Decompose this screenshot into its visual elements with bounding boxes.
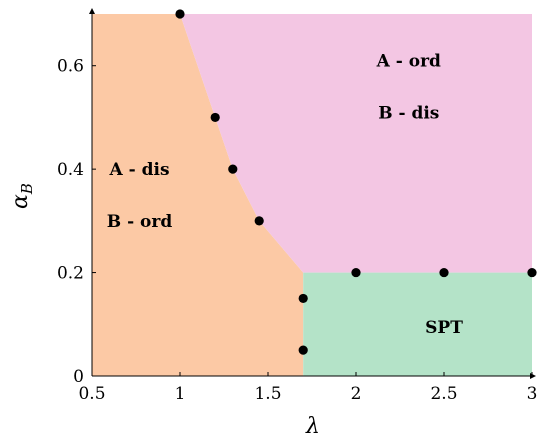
region-label-a-dis-b-ord: A - dis: [109, 160, 170, 180]
y-tick-label: 0: [73, 367, 84, 387]
data-point: [298, 293, 308, 304]
y-axis-label: αB: [8, 183, 36, 209]
data-point: [351, 267, 361, 278]
x-tick-label: 1: [175, 384, 186, 404]
data-point: [298, 345, 308, 355]
y-tick-label: 0.6: [57, 57, 84, 77]
region-label-spt: SPT: [425, 318, 463, 338]
data-point: [175, 9, 185, 19]
y-tick-label: 0.2: [57, 264, 84, 284]
y-tick-label: 0.4: [57, 160, 84, 180]
y-axis-label-subscript: B: [18, 183, 36, 195]
region-label-a-dis-b-ord: B - ord: [107, 212, 173, 232]
y-axis-label-main: α: [8, 194, 33, 209]
phase-regions: [92, 14, 532, 376]
region-a-ord-b-dis: [180, 14, 532, 273]
data-point: [210, 112, 220, 123]
x-tick-label: 2.5: [430, 384, 457, 404]
data-point: [439, 267, 449, 278]
y-axis-arrowhead: [89, 8, 95, 14]
region-label-a-ord-b-dis: B - dis: [378, 103, 439, 123]
data-points: [175, 9, 537, 355]
region-spt: [303, 272, 532, 376]
ticks: 0.5 1 1.5 2 2.5 3 0 0.2 0.4 0.6: [57, 57, 537, 404]
region-label-a-ord-b-dis: A - ord: [376, 51, 441, 71]
data-point: [228, 164, 238, 174]
x-axis-arrowhead: [530, 373, 536, 379]
x-tick-label: 1.5: [254, 384, 281, 404]
x-tick-label: 0.5: [78, 384, 105, 404]
region-a-dis-b-ord: [92, 14, 304, 376]
region-labels: A - dis B - ord A - ord B - dis SPT: [107, 51, 463, 337]
x-tick-label: 3: [527, 384, 537, 404]
data-point: [254, 216, 264, 226]
data-point: [527, 267, 537, 278]
x-axis-label: λ: [305, 414, 320, 439]
x-tick-label: 2: [351, 384, 362, 404]
